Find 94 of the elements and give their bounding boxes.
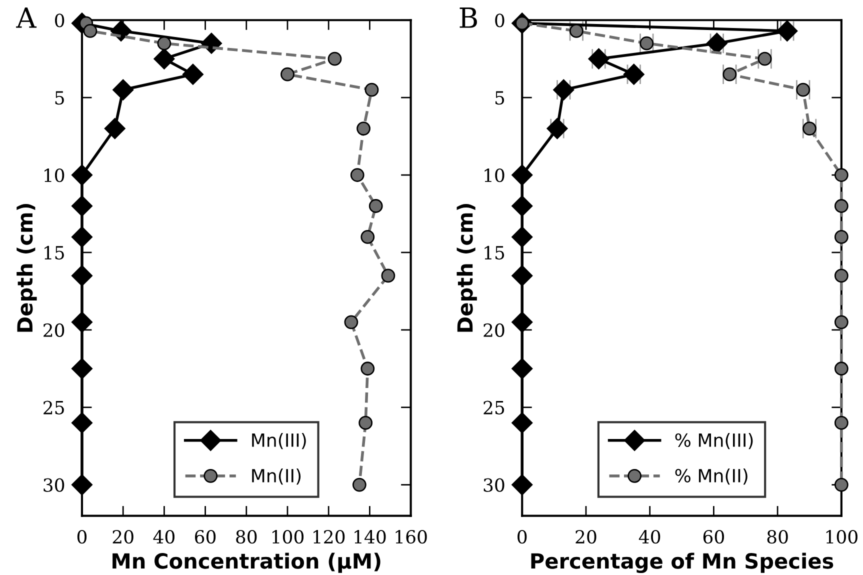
x-tick-label: 40: [153, 530, 174, 544]
point: [588, 48, 610, 70]
y-tick-label: 5: [55, 91, 64, 105]
chart-title: A: [16, 8, 37, 28]
point: [722, 67, 737, 82]
point: [71, 312, 92, 333]
legend-label: Mn(III): [252, 433, 306, 450]
x-tick-label: 20: [576, 530, 596, 544]
point: [512, 164, 533, 186]
y-tick-label: 25: [484, 400, 504, 414]
x-tick-label: 160: [396, 530, 427, 544]
x-axis-title: Percentage of Mn Species: [531, 552, 834, 574]
point: [154, 48, 175, 70]
y-tick-label: 20: [44, 323, 64, 338]
y-tick-label: 15: [484, 246, 504, 260]
point: [776, 20, 798, 42]
point: [381, 268, 396, 283]
point: [834, 230, 848, 244]
point: [512, 474, 533, 496]
point: [71, 164, 92, 186]
point: [512, 312, 533, 333]
legend-label: % Mn(II): [675, 468, 748, 485]
point: [110, 20, 132, 42]
x-tick-label: 40: [638, 530, 660, 544]
point: [71, 226, 92, 248]
point: [350, 168, 364, 182]
x-axis-title: Mn Concentration (μM): [112, 552, 380, 573]
point: [512, 226, 533, 248]
point: [623, 64, 644, 85]
point: [546, 118, 568, 140]
point: [360, 362, 375, 376]
y-tick-label: 20: [484, 323, 504, 338]
x-tick-label: 0: [518, 530, 527, 544]
point: [368, 199, 383, 213]
x-tick-label: 80: [767, 530, 788, 544]
point: [512, 412, 533, 434]
y-tick-label: 10: [44, 168, 64, 182]
point: [328, 52, 342, 66]
y-tick-label: 15: [44, 246, 64, 260]
point: [71, 265, 92, 286]
point: [512, 358, 533, 380]
point: [356, 122, 370, 136]
y-axis-title: Depth (cm): [16, 204, 37, 332]
x-tick-label: 100: [272, 530, 304, 544]
point: [640, 36, 654, 50]
point: [364, 82, 379, 97]
y-tick-label: 30: [44, 478, 64, 492]
x-tick-label: 0: [77, 530, 87, 544]
y-tick-label: 30: [484, 478, 504, 492]
point: [71, 195, 92, 217]
point: [71, 358, 92, 380]
y-tick-label: 0: [55, 14, 64, 28]
legend-label: % Mn(III): [675, 433, 753, 450]
point: [834, 478, 848, 492]
point: [569, 24, 584, 38]
point: [834, 362, 848, 376]
point: [182, 64, 204, 85]
point: [280, 67, 294, 82]
y-tick-label: 0: [495, 14, 504, 28]
point: [706, 32, 728, 54]
x-tick-label: 100: [826, 530, 858, 544]
point: [758, 52, 772, 66]
point: [553, 79, 574, 100]
point: [112, 79, 134, 100]
chart-title: B: [460, 8, 477, 28]
point: [512, 265, 533, 286]
point: [360, 230, 375, 244]
x-tick-label: 20: [112, 530, 134, 544]
x-tick-label: 120: [314, 530, 345, 544]
point: [512, 195, 533, 217]
point: [358, 416, 373, 430]
point: [344, 315, 358, 330]
point: [104, 118, 126, 140]
point: [834, 315, 848, 330]
x-tick-label: 80: [236, 530, 257, 544]
point: [71, 474, 92, 496]
legend-label: Mn(II): [252, 468, 301, 485]
y-tick-label: 5: [495, 91, 504, 105]
point: [834, 416, 848, 430]
y-tick-label: 10: [484, 168, 504, 182]
y-axis-title: Depth (cm): [456, 204, 477, 332]
point: [83, 24, 98, 38]
point: [157, 36, 172, 50]
x-tick-label: 140: [354, 530, 386, 544]
x-tick-label: 60: [195, 530, 216, 544]
point: [796, 82, 810, 97]
point: [352, 478, 366, 492]
point: [834, 268, 848, 283]
x-tick-label: 60: [703, 530, 724, 544]
y-tick-label: 25: [44, 400, 64, 414]
point: [834, 199, 848, 213]
point: [834, 168, 848, 182]
point: [71, 412, 92, 434]
point: [802, 122, 816, 136]
